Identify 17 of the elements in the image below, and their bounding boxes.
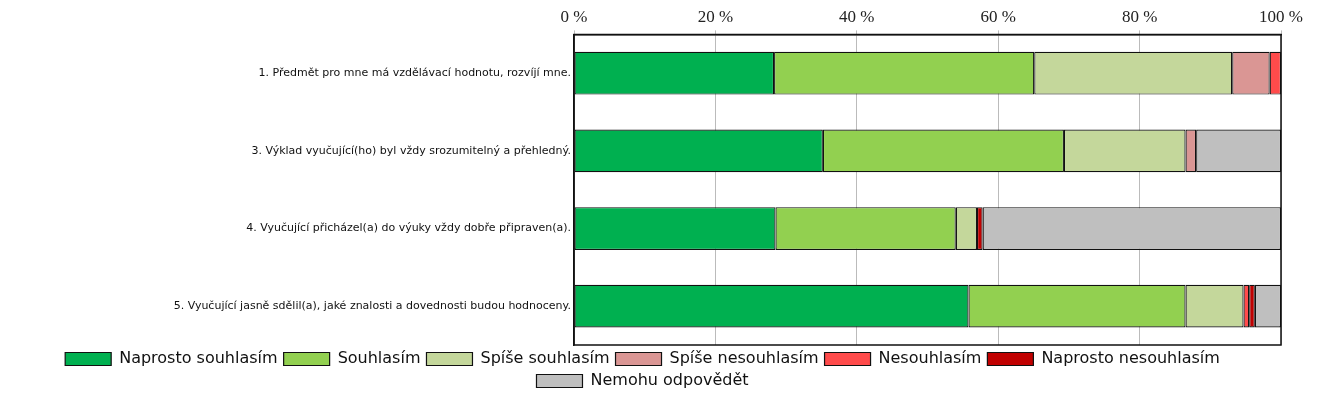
y-tick-label: 1. Předmět pro mne má vzdělávací hodnotu, rozvíjí mne. [258, 66, 571, 80]
x-tick-label: 40 % [839, 6, 875, 26]
legend-label: Spíše souhlasím [480, 348, 610, 368]
y-tick-label: 3. Výklad vyučující(ho) byl vždy srozumitelný a přehledný. [251, 143, 571, 157]
y-tick-label: 4. Vyučující přicházel(a) do výuky vždy dobře připraven(a). [246, 221, 571, 235]
legend-label: Nesouhlasím [878, 348, 982, 368]
legend-label: Souhlasím [337, 348, 421, 368]
legend-label: Spíše nesouhlasím [669, 348, 819, 368]
legend-label: Naprosto nesouhlasím [1041, 348, 1220, 368]
x-tick-label: 100 % [1259, 6, 1303, 26]
x-tick-label: 20 % [697, 6, 734, 26]
x-tick-label: 80 % [1121, 6, 1158, 26]
x-tick-label: 0 % [560, 6, 588, 26]
x-tick-label: 60 % [980, 6, 1016, 26]
legend-label: Nemohu odpovědět [590, 370, 749, 390]
y-tick-label: 5. Vyučující jasně sdělil(a), jaké znalosti a dovednosti budou hodnoceny. [173, 299, 571, 313]
legend-label: Naprosto souhlasím [119, 348, 278, 368]
